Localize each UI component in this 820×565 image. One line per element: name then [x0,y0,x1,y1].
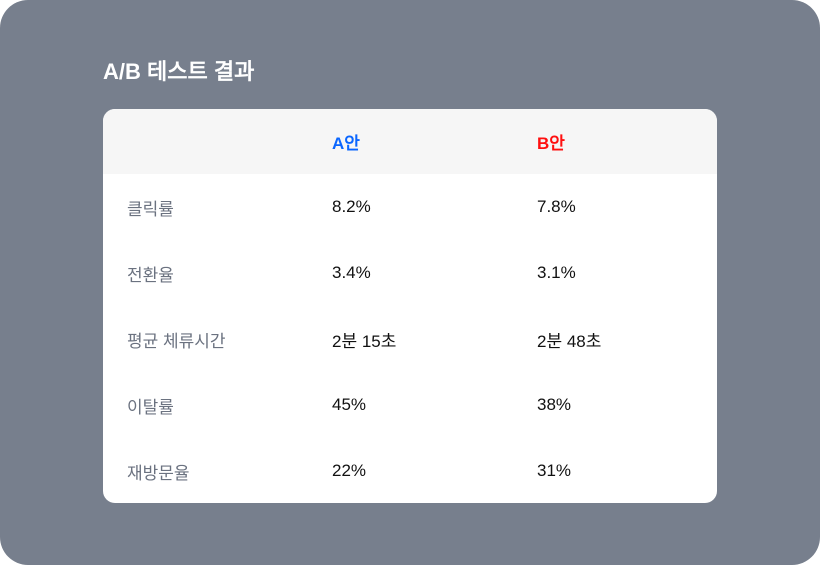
metric-label: 이탈률 [127,397,174,417]
table-row: 평균 체류시간 2분 15초 2분 48초 [103,306,717,372]
table-header: A안 B안 [103,109,717,174]
variant-a-value: 8.2% [332,197,371,216]
metric-label: 클릭률 [127,199,174,219]
page-title: A/B 테스트 결과 [103,59,255,84]
header-variant-b: B안 [537,134,565,153]
table-row: 이탈률 45% 38% [103,372,717,438]
variant-a-value: 3.4% [332,263,371,282]
variant-b-value: 2분 48초 [537,331,602,351]
results-table: A안 B안 클릭률 8.2% 7.8% 전환율 3.4% 3.1% 평균 체류시간 2분 15… [103,109,717,503]
table-row: 재방문율 22% 31% [103,438,717,503]
variant-a-value: 22% [332,461,367,480]
variant-b-value: 31% [537,461,572,480]
variant-b-value: 38% [537,395,572,414]
metric-label: 전환율 [127,265,174,285]
variant-a-value: 45% [332,395,367,414]
header-variant-a: A안 [332,134,360,153]
table-row: 클릭률 8.2% 7.8% [103,174,717,240]
variant-b-value: 3.1% [537,263,576,282]
variant-b-value: 7.8% [537,197,576,216]
variant-a-value: 2분 15초 [332,331,397,351]
table-row: 전환율 3.4% 3.1% [103,240,717,306]
metric-label: 평균 체류시간 [127,331,226,351]
metric-label: 재방문율 [127,463,190,483]
